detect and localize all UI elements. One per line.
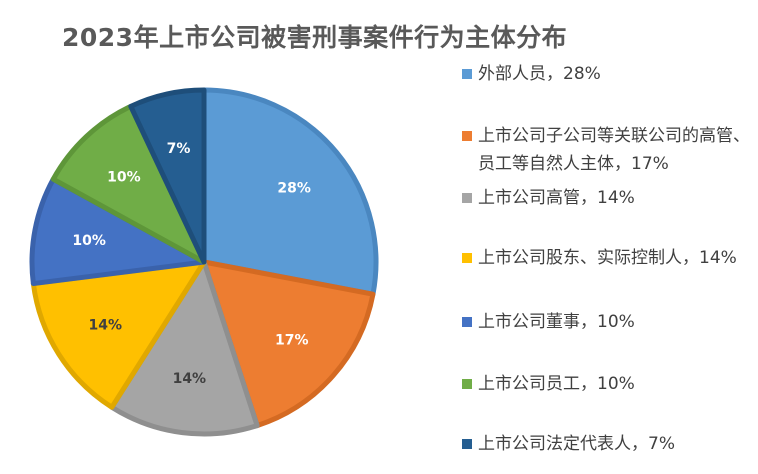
pie-slice	[50, 103, 207, 265]
legend-swatch	[462, 253, 472, 263]
slice-data-label: 28%	[277, 180, 311, 196]
legend-label: 上市公司子公司等关联公司的高管、员工等自然人主体，17%	[478, 126, 750, 174]
pie-slice	[29, 176, 207, 287]
legend-label: 上市公司高管，14%	[478, 188, 635, 208]
legend-label: 上市公司董事，10%	[478, 312, 635, 332]
pie-slice	[109, 259, 260, 437]
legend-label: 外部人员，28%	[478, 64, 601, 84]
legend-swatch	[462, 69, 472, 79]
slice-data-label: 17%	[275, 332, 309, 348]
slice-data-label: 10%	[72, 233, 106, 249]
legend-swatch	[462, 193, 472, 203]
slice-data-label: 14%	[88, 318, 122, 334]
slice-data-label: 10%	[107, 170, 141, 186]
slice-data-label: 14%	[173, 371, 207, 387]
legend-swatch	[462, 379, 472, 389]
legend-label: 上市公司法定代表人，7%	[478, 434, 675, 454]
slice-data-label: 7%	[167, 141, 191, 157]
pie-slice	[128, 87, 207, 265]
legend-swatch	[462, 131, 472, 141]
pie-slice	[201, 87, 379, 297]
legend-label: 上市公司股东、实际控制人，14%	[478, 248, 737, 268]
legend-swatch	[462, 317, 472, 327]
pie-plot-area: 28% 17% 14% 14% 10% 10% 7%	[29, 87, 379, 437]
chart-title: 2023年上市公司被害刑事案件行为主体分布	[62, 23, 568, 52]
pie-slice	[30, 259, 207, 410]
legend-swatch	[462, 439, 472, 449]
legend-label: 上市公司员工，10%	[478, 374, 635, 394]
